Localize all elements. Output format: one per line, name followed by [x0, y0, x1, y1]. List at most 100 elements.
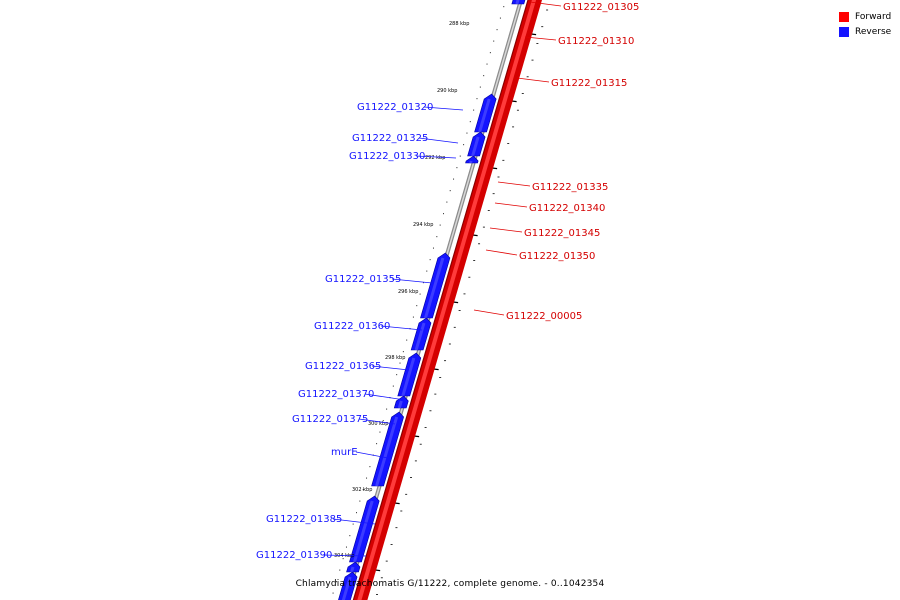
reverse-swatch: [839, 26, 849, 37]
track-dot: [339, 569, 341, 571]
forward-leader-line: [516, 77, 550, 83]
track-dot: [399, 362, 401, 364]
reverse-leader-line: [415, 155, 457, 159]
gene-leader-lines: [322, 1, 562, 557]
kbp-label: 296 kbp: [398, 289, 418, 295]
forward-leader-line: [524, 36, 557, 41]
forward-gene-label: G11222_01315: [551, 78, 627, 89]
track-dot: [483, 75, 485, 77]
track-dot: [419, 293, 421, 295]
reverse-gene-block: [346, 561, 361, 573]
reverse-gene-label: G11222_01330: [349, 151, 425, 162]
reverse-gene-shade: [353, 500, 374, 563]
track-dot: [463, 144, 465, 146]
forward-gene-label: G11222_01305: [563, 2, 639, 13]
track-dot: [352, 523, 354, 525]
track-dot: [499, 17, 501, 19]
track-dot: [439, 224, 441, 226]
reverse-gene-shade: [471, 136, 480, 157]
forward-gene-label: G11222_01340: [529, 203, 605, 214]
kbp-label: 290 kbp: [437, 88, 457, 94]
genome-caption: Chlamydia trachomatis G/11222, complete …: [295, 579, 605, 589]
reverse-gene-label: G11222_01365: [305, 361, 381, 372]
kbp-label: 298 kbp: [385, 355, 405, 361]
forward-strand-band: [352, 0, 542, 600]
forward-leader-line: [529, 1, 562, 7]
track-dot: [436, 236, 438, 238]
track-dot: [396, 374, 398, 376]
reverse-gene-shade: [478, 98, 491, 133]
forward-leader-line: [485, 249, 518, 256]
track-dot: [386, 408, 388, 410]
legend-label-forward: Forward: [855, 11, 892, 22]
forward-gene-label: G11222_01350: [519, 251, 595, 262]
track-dot: [476, 98, 478, 100]
forward-gene-label: G11222_01310: [558, 36, 634, 47]
track-dot: [479, 86, 481, 88]
reverse-gene-label: G11222_01325: [352, 133, 428, 144]
forward-swatch: [839, 11, 849, 22]
kbp-label: 304 kbp: [334, 553, 354, 559]
forward-gene-label: G11222_01345: [524, 228, 600, 239]
track-dot: [412, 316, 414, 318]
track-dot: [429, 259, 431, 261]
reverse-gene-label: G11222_01360: [314, 321, 390, 332]
reverse-gene-shade: [414, 322, 426, 351]
track-dot: [362, 489, 364, 491]
reverse-leader-line: [322, 554, 367, 557]
track-dot: [342, 558, 344, 560]
reverse-gene-label: G11222_01370: [298, 389, 374, 400]
track-dot: [406, 339, 408, 341]
gene-labels: G11222_01320 G11222_01325 G11222_01330 G112…: [256, 2, 639, 561]
track-dot: [422, 282, 424, 284]
track-dot: [486, 63, 488, 65]
track-dot: [459, 155, 461, 157]
forward-gene-label: G11222_00005: [506, 311, 582, 322]
track-dot: [426, 270, 428, 272]
forward-leader-line: [473, 309, 505, 316]
track-dot: [453, 178, 455, 180]
reverse-gene-shade: [341, 576, 352, 600]
reverse-leader-line: [332, 518, 376, 525]
reverse-gene-shade: [375, 416, 399, 487]
forward-leader-line: [489, 227, 523, 233]
kbp-label: 288 kbp: [449, 21, 469, 27]
forward-band-edge: [352, 0, 529, 600]
track-dot: [416, 305, 418, 307]
kbp-label: 294 kbp: [413, 222, 433, 228]
track-dot: [369, 466, 371, 468]
reverse-gene-shade: [424, 257, 445, 319]
track-dot: [332, 592, 334, 594]
forward-band-highlight: [357, 0, 537, 600]
tick-marks: [375, 9, 549, 595]
reverse-leader-line: [418, 137, 459, 144]
reverse-gene-shade: [401, 357, 416, 397]
reverse-leader-line: [391, 278, 433, 284]
reverse-gene-shade: [350, 566, 355, 573]
track-dot: [392, 385, 394, 387]
forward-leader-line: [494, 202, 528, 208]
reverse-leader-line: [380, 325, 423, 331]
track-dot: [443, 213, 445, 215]
reverse-gene-label: G11222_01390: [256, 550, 332, 561]
track-dot: [503, 6, 505, 8]
track-dot: [432, 247, 434, 249]
reverse-leader-line: [364, 393, 406, 401]
track-dot: [382, 420, 384, 422]
reverse-gene-label: G11222_01375: [292, 414, 368, 425]
track-dot: [469, 121, 471, 123]
track-dot: [349, 535, 351, 537]
track-dot: [489, 52, 491, 54]
track-dot: [456, 167, 458, 169]
track-dot: [493, 40, 495, 42]
reverse-leader-line: [355, 451, 389, 459]
legend-item-reverse: Reverse: [839, 24, 891, 39]
reverse-leader-line: [423, 106, 464, 111]
reverse-gene-label: G11222_01385: [266, 514, 342, 525]
reverse-leader-line: [371, 365, 410, 371]
legend: Forward Reverse: [839, 9, 891, 39]
reverse-gene-label: murE: [331, 447, 358, 458]
track-dot: [402, 351, 404, 353]
track-dot: [449, 190, 451, 192]
